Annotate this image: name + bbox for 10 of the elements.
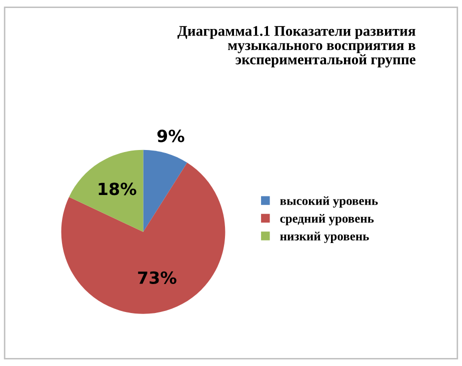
pie-slice — [69, 150, 144, 232]
pie-slice — [143, 150, 188, 232]
data-label: 9% — [157, 130, 184, 142]
legend-label: низкий уровень — [280, 232, 369, 244]
legend-label: высокий уровень — [280, 196, 378, 208]
data-label: 73% — [138, 271, 176, 284]
data-label: 18% — [98, 182, 136, 196]
pie-slice — [61, 162, 226, 314]
chart-title: Диаграмма1.1 Показатели развития музыкального восприятия в экспериментальной группе — [177, 26, 416, 68]
legend-label: средний уровень — [280, 214, 374, 226]
